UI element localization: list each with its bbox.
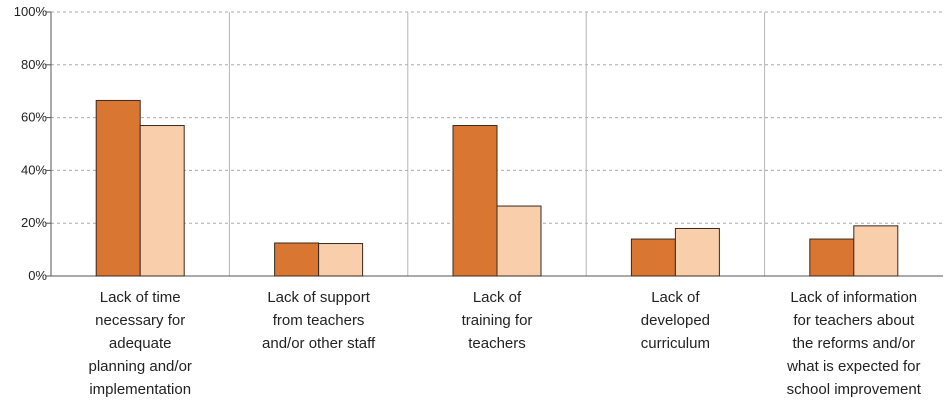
x-axis-labels: Lack of time necessary for adequate plannin… xyxy=(88,289,921,398)
y-tick-label: 40% xyxy=(21,162,47,177)
bar xyxy=(496,205,542,277)
x-category-label: Lack of training for teachers xyxy=(462,289,533,352)
y-tick-label: 100% xyxy=(14,4,48,19)
x-category-label: Lack of information for teachers about the… xyxy=(786,289,922,398)
x-category-label: Lack of time necessary for adequate plannin… xyxy=(88,289,191,398)
y-tick-label: 0% xyxy=(28,268,47,283)
bar xyxy=(318,243,364,277)
bar xyxy=(674,227,720,277)
y-tick-label: 20% xyxy=(21,215,47,230)
bar xyxy=(630,238,676,277)
bar xyxy=(274,242,320,277)
y-tick-label: 60% xyxy=(21,110,47,125)
bars xyxy=(95,99,899,277)
category-dividers xyxy=(228,12,766,276)
bar xyxy=(809,238,855,277)
y-axis-ticks: 0% 20% 40% 60% 80% 100% xyxy=(14,4,51,283)
y-tick-label: 80% xyxy=(21,57,47,72)
bar xyxy=(853,225,899,277)
bar xyxy=(95,99,141,277)
x-category-label: Lack of developed curriculum xyxy=(641,289,710,352)
bar xyxy=(452,125,498,277)
x-category-label: Lack of support from teachers and/or other… xyxy=(262,289,376,352)
bar xyxy=(139,125,185,277)
